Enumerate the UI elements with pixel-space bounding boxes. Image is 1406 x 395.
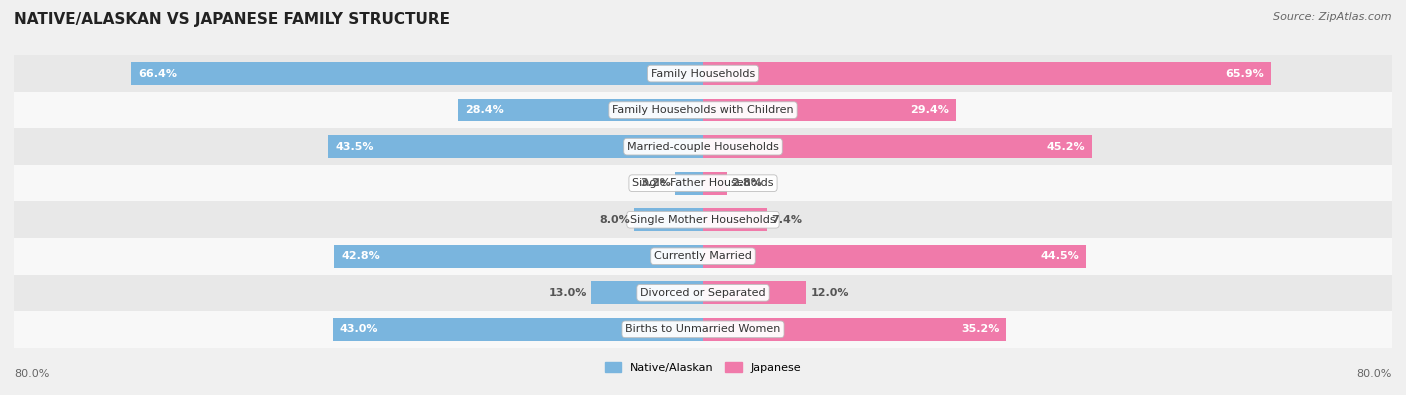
Bar bbox=[703, 172, 727, 194]
Bar bbox=[14, 165, 1392, 201]
Bar bbox=[14, 92, 1392, 128]
Text: 43.0%: 43.0% bbox=[340, 324, 378, 334]
Bar bbox=[703, 318, 1007, 340]
Text: Family Households with Children: Family Households with Children bbox=[612, 105, 794, 115]
Text: 42.8%: 42.8% bbox=[342, 251, 380, 261]
Bar bbox=[703, 209, 766, 231]
Text: 45.2%: 45.2% bbox=[1046, 142, 1085, 152]
Text: Single Mother Households: Single Mother Households bbox=[630, 215, 776, 225]
Text: Currently Married: Currently Married bbox=[654, 251, 752, 261]
Bar bbox=[591, 282, 703, 304]
Bar bbox=[703, 282, 807, 304]
Text: 43.5%: 43.5% bbox=[335, 142, 374, 152]
Text: 7.4%: 7.4% bbox=[770, 215, 801, 225]
Text: NATIVE/ALASKAN VS JAPANESE FAMILY STRUCTURE: NATIVE/ALASKAN VS JAPANESE FAMILY STRUCT… bbox=[14, 12, 450, 27]
Text: 35.2%: 35.2% bbox=[960, 324, 1000, 334]
Text: Family Households: Family Households bbox=[651, 69, 755, 79]
Text: 2.8%: 2.8% bbox=[731, 178, 762, 188]
Bar bbox=[675, 172, 703, 194]
Bar bbox=[634, 209, 703, 231]
Text: 12.0%: 12.0% bbox=[811, 288, 849, 298]
Bar bbox=[14, 238, 1392, 275]
Text: Married-couple Households: Married-couple Households bbox=[627, 142, 779, 152]
Bar bbox=[703, 135, 1092, 158]
Bar bbox=[14, 275, 1392, 311]
Bar bbox=[14, 311, 1392, 348]
Bar bbox=[458, 99, 703, 121]
Text: 8.0%: 8.0% bbox=[599, 215, 630, 225]
Text: Divorced or Separated: Divorced or Separated bbox=[640, 288, 766, 298]
Text: Births to Unmarried Women: Births to Unmarried Women bbox=[626, 324, 780, 334]
Text: 80.0%: 80.0% bbox=[14, 369, 49, 379]
Text: 3.2%: 3.2% bbox=[640, 178, 671, 188]
Text: 80.0%: 80.0% bbox=[1357, 369, 1392, 379]
Text: 29.4%: 29.4% bbox=[911, 105, 949, 115]
Bar bbox=[14, 55, 1392, 92]
Bar bbox=[329, 135, 703, 158]
Bar bbox=[703, 62, 1271, 85]
Bar bbox=[131, 62, 703, 85]
Bar bbox=[703, 99, 956, 121]
Text: 66.4%: 66.4% bbox=[138, 69, 177, 79]
Text: Single Father Households: Single Father Households bbox=[633, 178, 773, 188]
Bar bbox=[335, 245, 703, 267]
Text: Source: ZipAtlas.com: Source: ZipAtlas.com bbox=[1274, 12, 1392, 22]
Text: 44.5%: 44.5% bbox=[1040, 251, 1080, 261]
Bar bbox=[703, 245, 1087, 267]
Text: 65.9%: 65.9% bbox=[1225, 69, 1264, 79]
Bar bbox=[14, 201, 1392, 238]
Text: 28.4%: 28.4% bbox=[465, 105, 505, 115]
Legend: Native/Alaskan, Japanese: Native/Alaskan, Japanese bbox=[600, 357, 806, 377]
Bar bbox=[333, 318, 703, 340]
Bar bbox=[14, 128, 1392, 165]
Text: 13.0%: 13.0% bbox=[548, 288, 586, 298]
